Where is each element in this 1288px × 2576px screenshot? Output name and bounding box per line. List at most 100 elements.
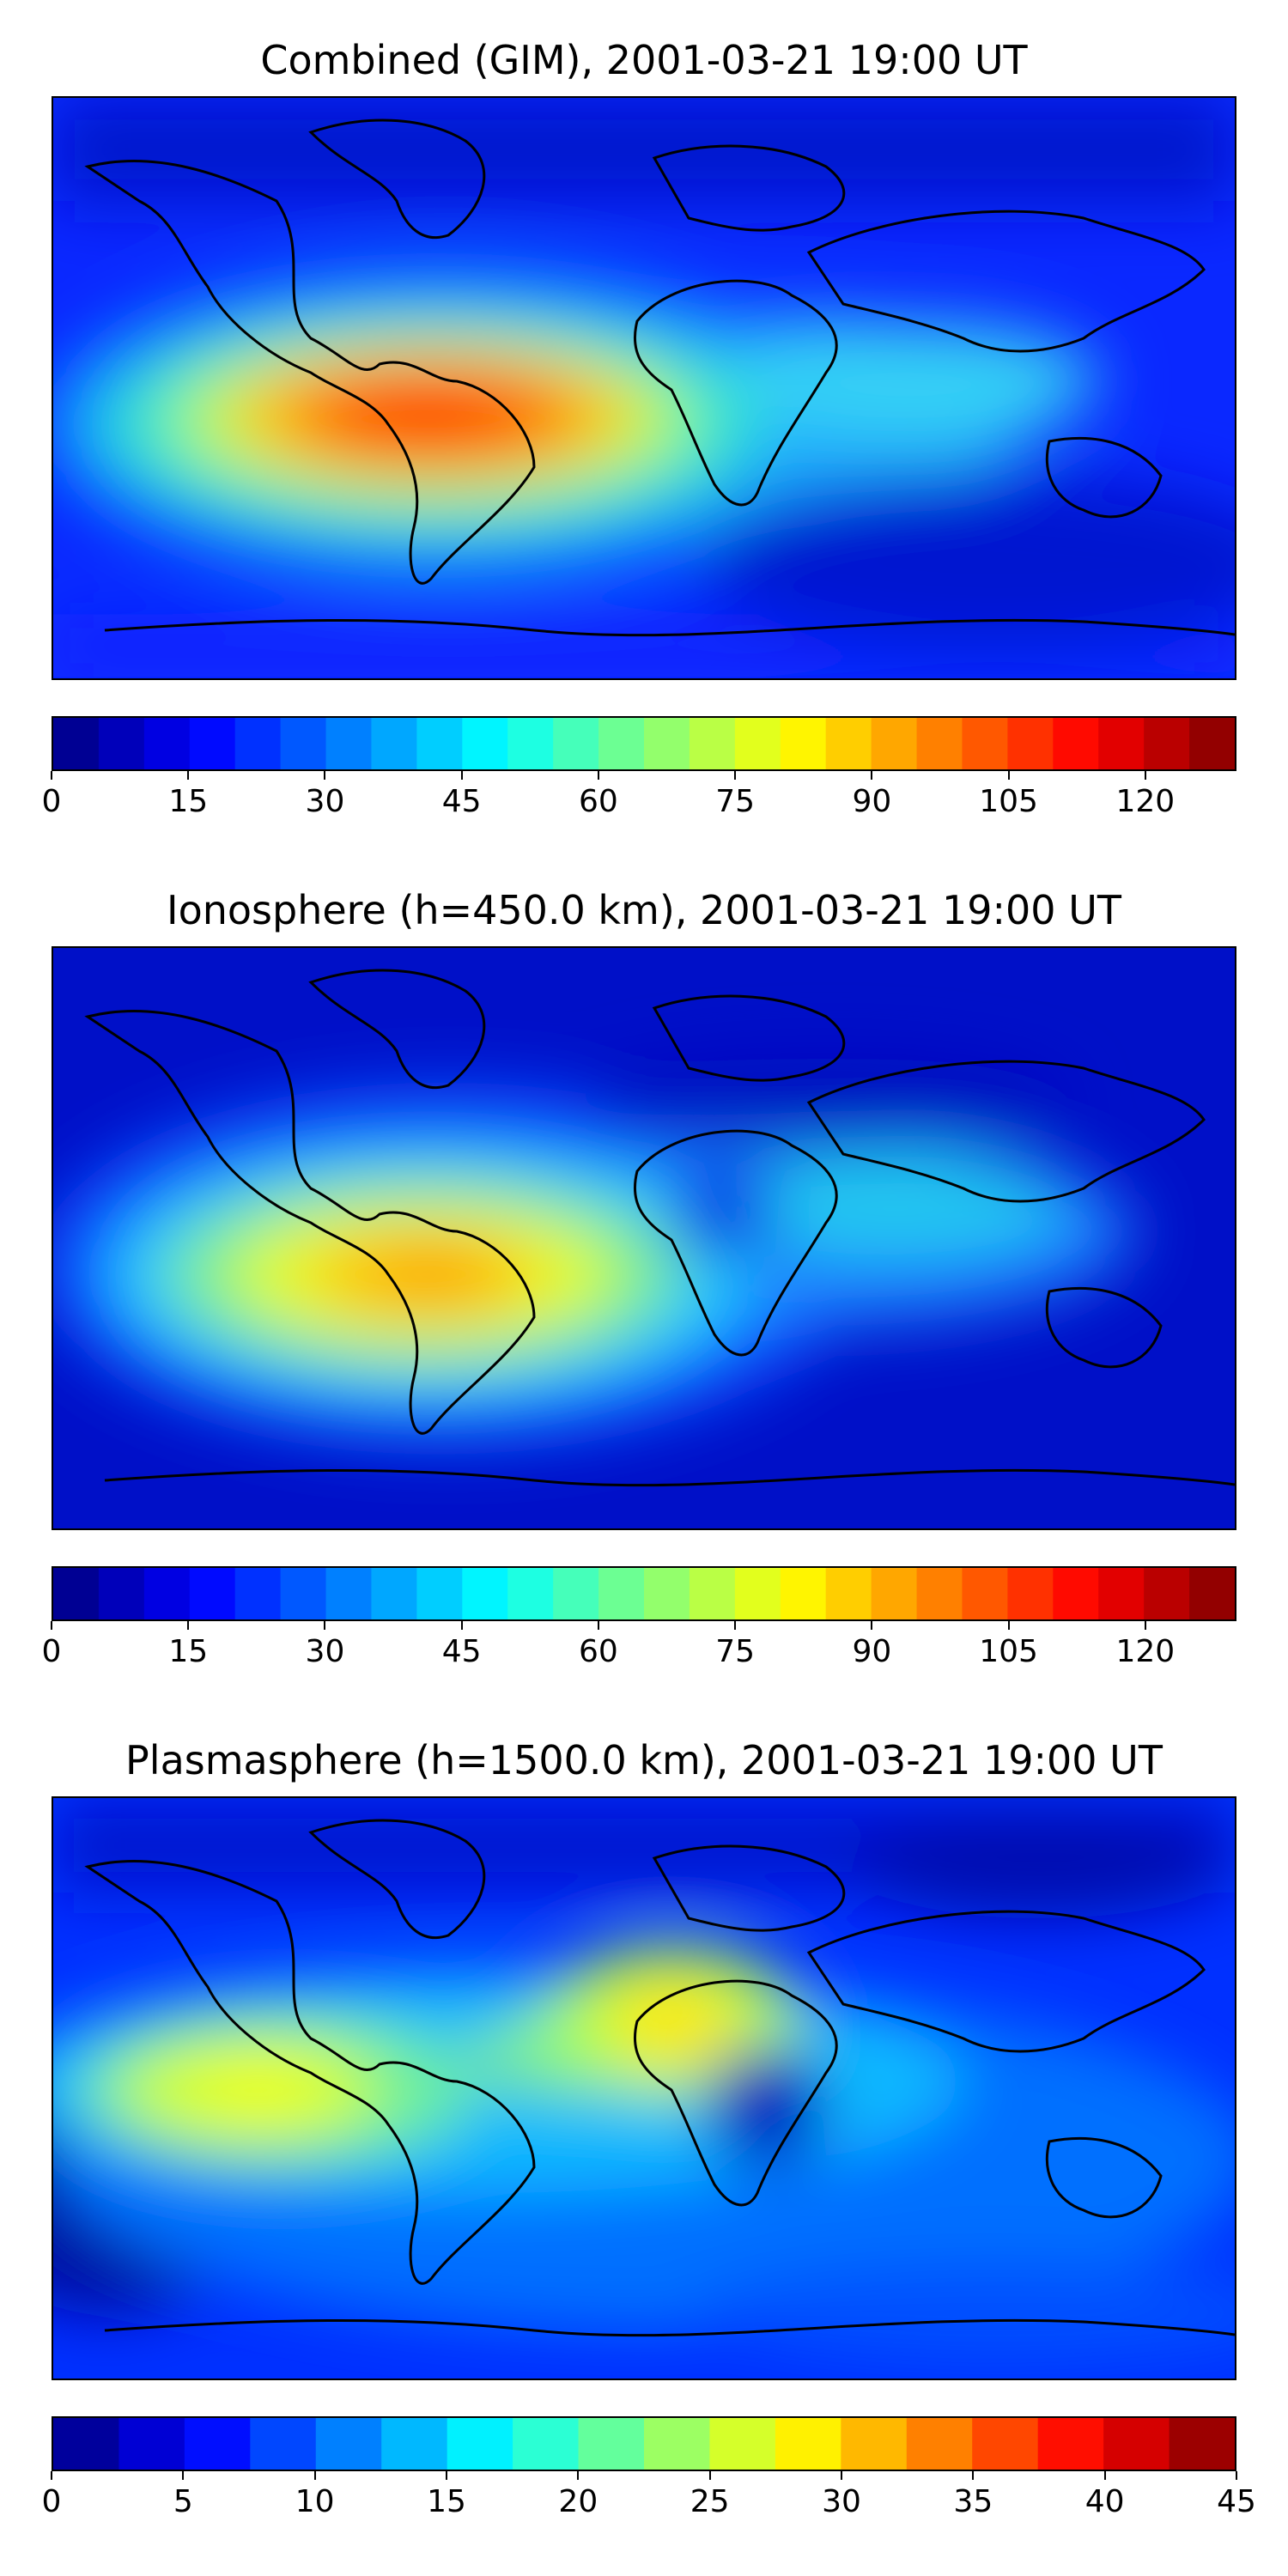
map-svg — [53, 98, 1235, 678]
colorbar-level — [916, 718, 963, 769]
colorbar-level — [1144, 1568, 1190, 1619]
colorbar-level — [507, 1568, 554, 1619]
colorbar-tick-label: 60 — [579, 784, 618, 819]
colorbar-level — [447, 2418, 513, 2470]
colorbar-level — [280, 718, 327, 769]
colorbar-level — [734, 1568, 781, 1619]
colorbar-level — [1103, 2418, 1170, 2470]
colorbar — [52, 1566, 1236, 1621]
colorbar-tick — [446, 2471, 447, 2480]
colorbar-level — [553, 1568, 599, 1619]
colorbar-level — [143, 1568, 191, 1619]
colorbar-tick — [51, 1621, 52, 1630]
colorbar-level — [118, 2418, 185, 2470]
colorbar-tick-label: 60 — [579, 1634, 618, 1669]
colorbar-level — [507, 718, 554, 769]
colorbar-level — [780, 718, 827, 769]
colorbar-level — [1098, 718, 1145, 769]
colorbar-tick-label: 45 — [1217, 2484, 1256, 2519]
colorbar-level — [689, 1568, 736, 1619]
colorbar-level — [189, 718, 236, 769]
colorbar-level — [553, 718, 599, 769]
colorbar-tick-label: 5 — [173, 2484, 193, 2519]
colorbar-tick — [972, 2471, 975, 2480]
colorbar-level — [325, 718, 373, 769]
colorbar-level — [53, 718, 100, 769]
colorbar-tick-label: 30 — [822, 2484, 861, 2519]
colorbar-level — [1098, 1568, 1145, 1619]
colorbar-level — [315, 2418, 382, 2470]
colorbar-tick — [1007, 771, 1010, 780]
colorbar-level — [143, 718, 191, 769]
colorbar-tick — [1007, 1621, 1010, 1630]
colorbar-level — [871, 718, 918, 769]
colorbar-tick — [734, 771, 737, 780]
colorbar-level — [381, 2418, 448, 2470]
colorbar-level — [644, 718, 690, 769]
colorbar-tick — [51, 771, 52, 780]
colorbar-level — [53, 2418, 120, 2470]
colorbar-svg — [53, 1568, 1235, 1619]
colorbar-level — [1053, 1568, 1099, 1619]
colorbar-level — [234, 1568, 282, 1619]
colorbar-level — [871, 1568, 918, 1619]
colorbar-level — [709, 2418, 776, 2470]
colorbar — [52, 716, 1236, 771]
colorbar-tick — [1103, 2471, 1106, 2480]
colorbar-tick-label: 25 — [690, 2484, 730, 2519]
colorbar-tick — [182, 2471, 185, 2480]
colorbar-level — [916, 1568, 963, 1619]
tec-map-plasmasphere — [52, 1796, 1236, 2380]
colorbar-level — [825, 1568, 872, 1619]
colorbar-level — [598, 1568, 645, 1619]
colorbar-level — [462, 718, 508, 769]
colorbar-tick-label: 75 — [715, 784, 756, 819]
map-svg — [53, 1798, 1235, 2379]
colorbar-tick-label: 90 — [852, 784, 892, 819]
colorbar-level — [962, 718, 1008, 769]
colorbar-level — [780, 1568, 827, 1619]
colorbar-level — [825, 718, 872, 769]
colorbar-tick-label: 0 — [41, 1634, 62, 1669]
colorbar-level — [280, 1568, 327, 1619]
colorbar-tick — [871, 771, 873, 780]
colorbar-tick — [734, 1621, 737, 1630]
colorbar-tick — [597, 771, 599, 780]
colorbar-tick-label: 15 — [168, 784, 209, 819]
tec-map-ionosphere — [52, 946, 1236, 1530]
coastlines — [84, 969, 1235, 1487]
colorbar-level — [689, 718, 736, 769]
colorbar-svg — [53, 718, 1235, 769]
colorbar-level — [53, 1568, 100, 1619]
colorbar-tick-label: 15 — [427, 2484, 466, 2519]
colorbar-tick-label: 90 — [852, 1634, 892, 1669]
colorbar-svg — [53, 2418, 1235, 2470]
colorbar-tick-label: 105 — [979, 784, 1038, 819]
colorbar-ticks: 0 15 30 45 60 75 90 105 120 — [42, 771, 1236, 823]
colorbar-tick — [708, 2471, 711, 2480]
colorbar-level — [644, 2418, 711, 2470]
panel-title: Combined (GIM), 2001-03-21 19:00 UT — [260, 37, 1028, 83]
colorbar-tick-label: 40 — [1084, 2484, 1125, 2519]
colorbar-level — [416, 1568, 463, 1619]
coastlines — [84, 118, 1235, 637]
colorbar-level — [644, 1568, 690, 1619]
colorbar-ticks: 0 15 30 45 60 75 90 105 120 — [42, 1621, 1236, 1673]
colorbar-level — [972, 2418, 1039, 2470]
colorbar-level — [1169, 2418, 1235, 2470]
colorbar-level — [98, 1568, 145, 1619]
colorbar-tick — [187, 1621, 190, 1630]
colorbar-tick-label: 30 — [305, 1634, 345, 1669]
colorbar-tick-label: 35 — [953, 2484, 993, 2519]
colorbar-level — [734, 718, 781, 769]
colorbar-tick-label: 120 — [1115, 1634, 1176, 1669]
colorbar-level — [598, 718, 645, 769]
colorbar-tick-label: 120 — [1115, 784, 1176, 819]
colorbar-level — [513, 2418, 580, 2470]
panel-title: Ionosphere (h=450.0 km), 2001-03-21 19:0… — [167, 887, 1121, 933]
colorbar-tick — [597, 1621, 599, 1630]
colorbar-level — [1037, 2418, 1104, 2470]
colorbar-level — [184, 2418, 251, 2470]
tec-map-combined — [52, 96, 1236, 680]
colorbar-tick-label: 45 — [441, 784, 482, 819]
